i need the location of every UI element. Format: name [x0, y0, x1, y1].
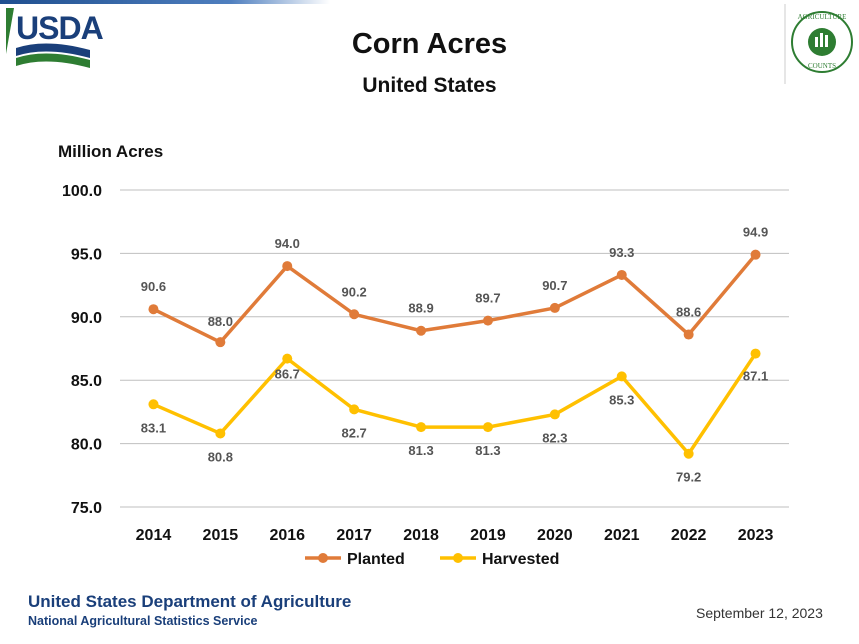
data-label-planted: 94.9	[743, 225, 768, 240]
data-point-harvested	[215, 428, 226, 439]
data-point-planted	[549, 302, 560, 313]
data-point-planted	[282, 261, 293, 272]
chart-subtitle: United States	[362, 74, 497, 97]
data-point-planted	[148, 304, 159, 315]
x-tick-label: 2014	[136, 527, 172, 544]
data-label-harvested: 85.3	[609, 392, 634, 407]
y-tick-label: 100.0	[62, 183, 102, 200]
x-tick-label: 2020	[537, 527, 573, 544]
line-chart: 75.0 80.0 85.0 90.0 95.0 100.0 2014 2015 2016 201…	[62, 183, 789, 568]
y-tick-label: 80.0	[71, 437, 102, 454]
data-point-harvested	[683, 448, 694, 459]
data-label-harvested: 82.7	[341, 425, 366, 440]
footer-agency: National Agricultural Statistics Service	[28, 614, 258, 628]
agriculture-counts-logo: AGRICULTURE COUNTS	[784, 4, 853, 84]
data-label-harvested: 86.7	[275, 367, 300, 382]
data-label-planted: 89.7	[475, 291, 500, 306]
data-point-planted	[482, 315, 493, 326]
data-label-harvested: 87.1	[743, 369, 768, 384]
data-label-harvested: 80.8	[208, 449, 233, 464]
footer-date: September 12, 2023	[696, 605, 823, 621]
header-stripe	[0, 0, 330, 4]
y-axis-label: Million Acres	[58, 142, 164, 161]
y-tick-label: 85.0	[71, 373, 102, 390]
data-point-harvested	[750, 348, 761, 359]
data-label-harvested: 83.1	[141, 420, 166, 435]
data-point-harvested	[282, 353, 293, 364]
data-label-planted: 90.7	[542, 278, 567, 293]
data-label-planted: 88.6	[676, 305, 701, 320]
y-tick-label: 95.0	[71, 246, 102, 263]
footer-department: United States Department of Agriculture	[28, 592, 352, 611]
legend-label: Harvested	[482, 551, 559, 568]
agriculture-text: AGRICULTURE	[798, 13, 847, 21]
x-tick-label: 2023	[738, 527, 774, 544]
x-tick-label: 2021	[604, 527, 640, 544]
data-point-planted	[215, 337, 226, 348]
data-label-planted: 90.2	[341, 284, 366, 299]
chart-title: Corn Acres	[351, 28, 508, 60]
data-point-harvested	[416, 422, 427, 433]
data-label-planted: 94.0	[275, 236, 300, 251]
x-tick-label: 2018	[403, 527, 439, 544]
data-label-planted: 90.6	[141, 279, 166, 294]
data-point-harvested	[549, 409, 560, 420]
data-point-planted	[616, 269, 627, 280]
y-tick-label: 75.0	[71, 500, 102, 517]
counts-text: COUNTS	[808, 62, 836, 70]
data-point-harvested	[616, 371, 627, 382]
x-tick-label: 2016	[269, 527, 305, 544]
legend-marker	[453, 553, 463, 563]
data-point-planted	[750, 249, 761, 260]
x-tick-label: 2017	[336, 527, 372, 544]
y-tick-label: 90.0	[71, 310, 102, 327]
data-point-planted	[416, 325, 427, 336]
legend-label: Planted	[347, 551, 405, 568]
data-label-harvested: 81.3	[408, 443, 433, 458]
series-line-planted	[152, 253, 757, 344]
series-line-harvested	[152, 352, 758, 456]
data-point-planted	[349, 309, 360, 320]
data-point-harvested	[482, 422, 493, 433]
data-point-planted	[683, 329, 694, 340]
data-point-harvested	[349, 404, 360, 415]
usda-logo	[6, 8, 90, 68]
data-label-harvested: 81.3	[475, 443, 500, 458]
x-tick-label: 2022	[671, 527, 707, 544]
data-label-planted: 88.9	[408, 301, 433, 316]
data-label-planted: 88.0	[208, 314, 233, 329]
usda-logo-text: USDA	[16, 10, 104, 46]
data-label-planted: 93.3	[609, 245, 634, 260]
x-tick-label: 2015	[203, 527, 239, 544]
legend-marker	[318, 553, 328, 563]
data-label-harvested: 82.3	[542, 430, 567, 445]
x-tick-label: 2019	[470, 527, 506, 544]
data-label-harvested: 79.2	[676, 470, 701, 485]
data-point-harvested	[148, 399, 159, 410]
